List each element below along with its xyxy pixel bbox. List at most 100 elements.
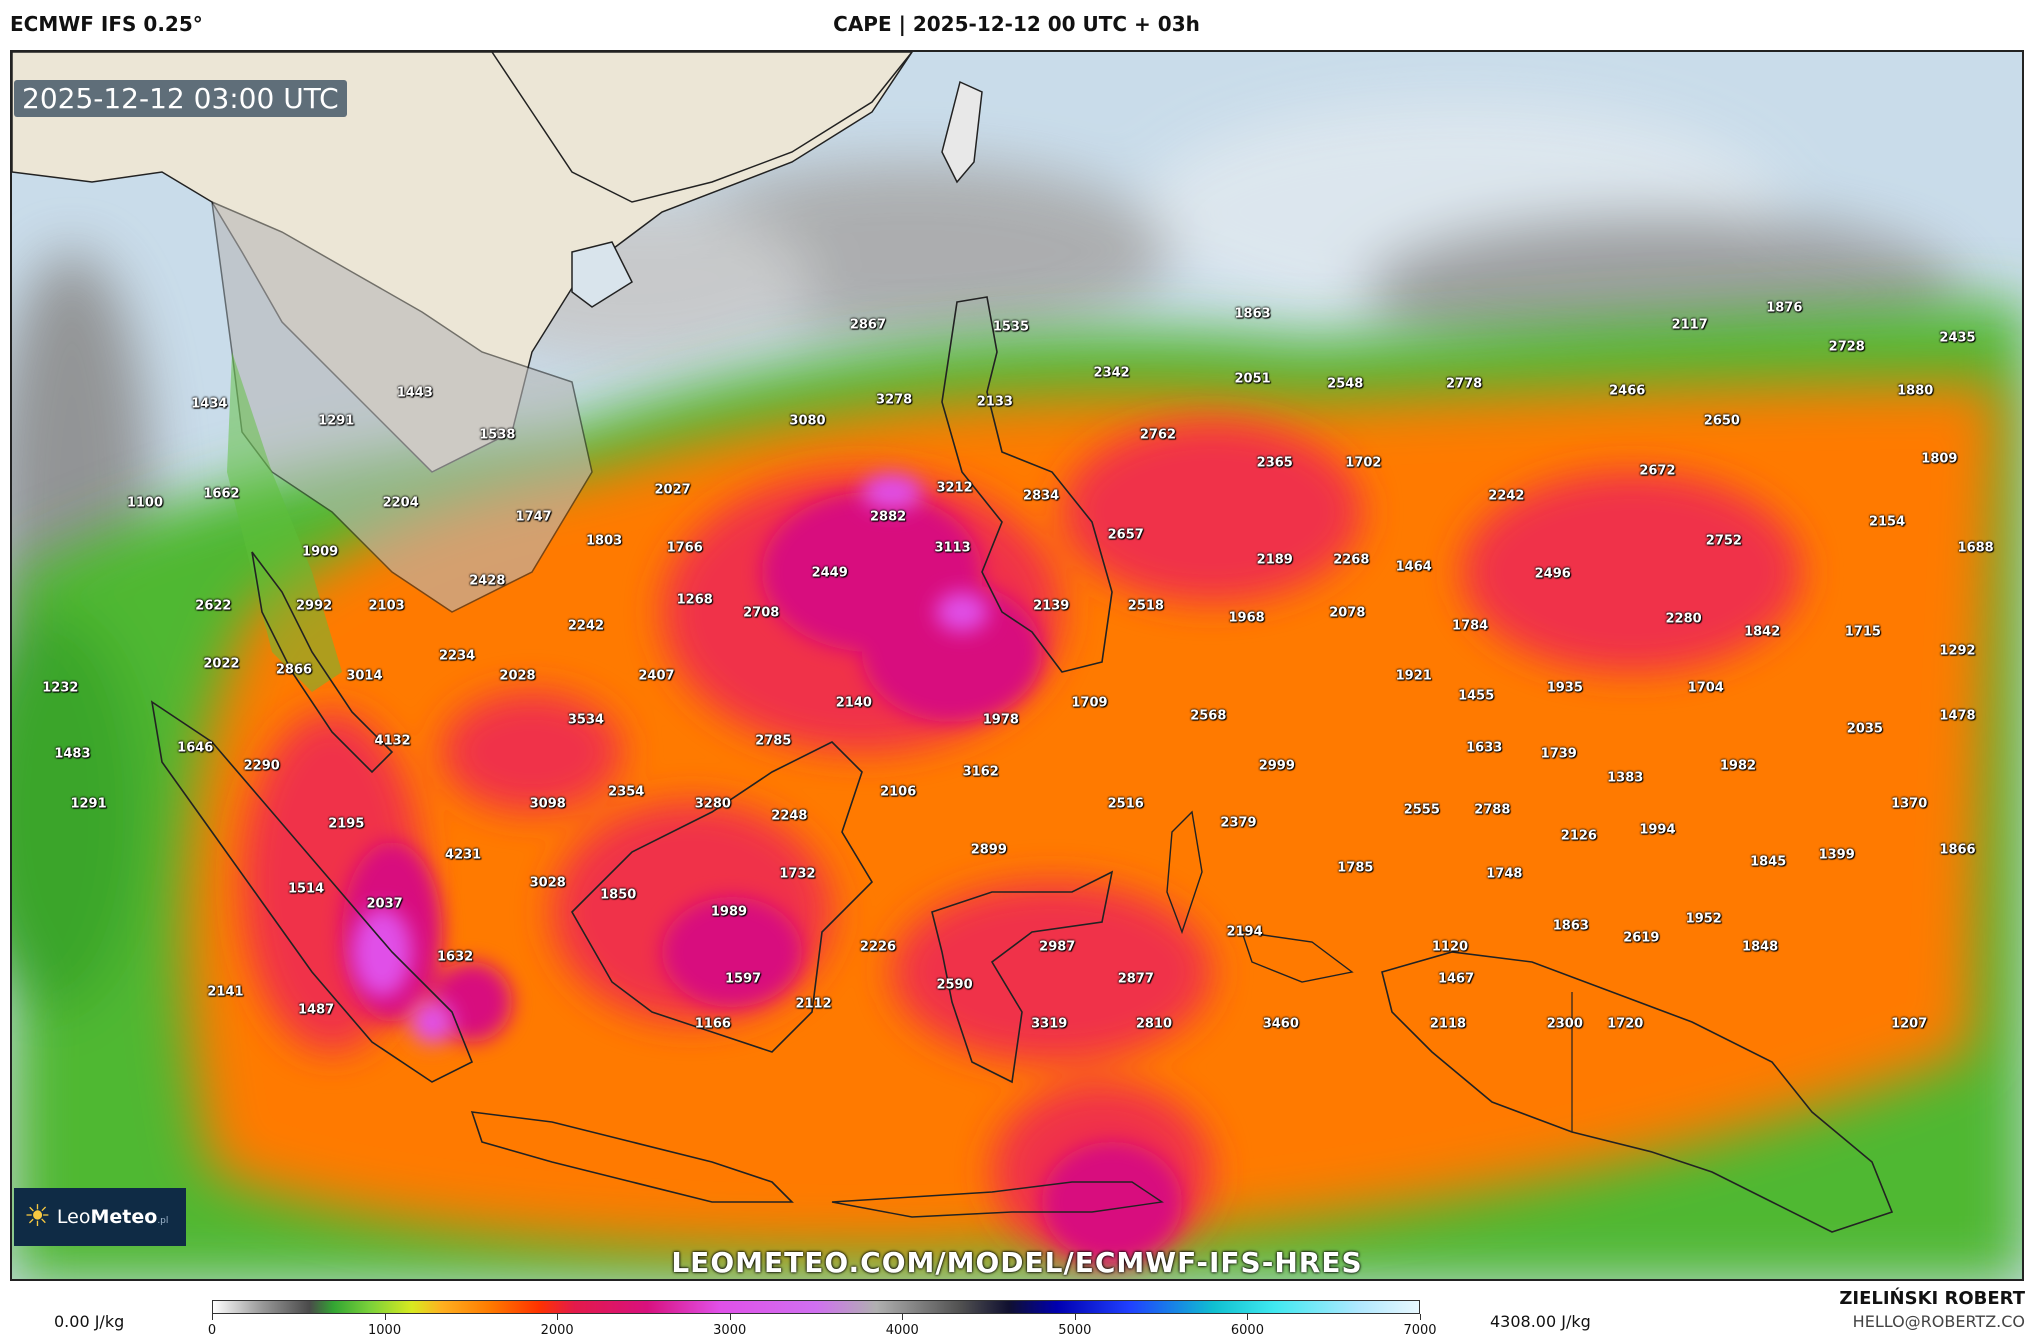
cape-value-label: 2242: [1488, 488, 1525, 504]
cape-value-label: 2379: [1220, 815, 1257, 831]
cape-value-label: 1747: [515, 509, 552, 525]
cape-value-label: 2762: [1139, 427, 1177, 443]
cape-value-label: 1399: [1818, 847, 1855, 863]
cape-value-label: 1383: [1607, 770, 1644, 786]
cape-value-label: 1535: [992, 319, 1030, 334]
leometeo-logo[interactable]: ☀ LeoMeteo.pl: [14, 1188, 186, 1246]
cape-value-label: 2987: [1039, 939, 1076, 955]
cape-value-label: 2882: [869, 509, 907, 525]
cape-value-label: 1268: [676, 592, 713, 608]
cape-value-label: 3212: [936, 480, 973, 496]
cape-value-label: 1478: [1939, 708, 1976, 723]
cape-map[interactable]: 2025-12-12 03:00 UTC 2867 1535 1863 2117 187…: [10, 50, 2024, 1281]
cape-value-label: 4231: [445, 847, 482, 863]
author-email[interactable]: HELLO@ROBERTZ.CO: [1852, 1312, 2025, 1331]
legend-tick-mark: [1247, 1314, 1249, 1320]
cape-value-label: 3278: [876, 392, 913, 408]
cape-value-label: 1538: [479, 427, 516, 443]
cape-value-label: 1952: [1685, 911, 1722, 927]
cape-value-label: 2342: [1093, 365, 1130, 381]
cape-value-label: 1291: [70, 796, 107, 812]
cape-value-label: 1803: [586, 533, 623, 549]
cape-value-label: 1514: [287, 881, 325, 897]
legend-tick-mark: [384, 1314, 386, 1320]
cape-value-label: 2106: [880, 784, 917, 800]
cape-value-label: 1968: [1228, 610, 1265, 626]
site-watermark[interactable]: LEOMETEO.COM/MODEL/ECMWF-IFS-HRES: [671, 1246, 1363, 1279]
cape-value-label: 2548: [1327, 376, 1364, 392]
cape-value-label: 2728: [1828, 339, 1865, 355]
cape-value-label: 1704: [1687, 680, 1724, 696]
cape-value-label: 1370: [1891, 796, 1928, 812]
legend-tick-label: 3000: [713, 1323, 747, 1338]
cape-value-label: 2877: [1117, 971, 1154, 987]
cape-value-label: 1880: [1897, 383, 1934, 399]
cape-value-label: 2248: [771, 808, 808, 824]
cape-value-label: 2112: [795, 996, 832, 1012]
legend-tick-label: 4000: [885, 1323, 919, 1338]
cape-value-label: 1739: [1540, 746, 1577, 762]
timestamp-badge: 2025-12-12 03:00 UTC: [14, 80, 347, 117]
legend-tick-label: 6000: [1230, 1323, 1264, 1338]
legend-tick-mark: [729, 1314, 731, 1320]
model-label: ECMWF IFS 0.25°: [10, 12, 203, 36]
cape-value-label: 3028: [529, 875, 566, 891]
cape-value-label: 2810: [1135, 1016, 1173, 1032]
cape-value-label: 3280: [694, 796, 731, 812]
cape-value-label: 1632: [436, 949, 474, 965]
cape-value-label: 1292: [1939, 643, 1976, 659]
cape-value-label: 2407: [638, 668, 675, 684]
cape-value-label: 1120: [1431, 939, 1469, 955]
cape-value-label: 2788: [1474, 802, 1511, 818]
cape-value-label: 2226: [859, 939, 897, 955]
cape-value-label: 1633: [1466, 740, 1503, 755]
cape-value-label: 1455: [1458, 688, 1495, 704]
cape-value-label: 1935: [1546, 680, 1583, 696]
cape-value-label: 1464: [1395, 559, 1432, 575]
cape-value-label: 1207: [1891, 1016, 1928, 1032]
cape-value-label: 1994: [1639, 822, 1676, 838]
legend-max-label: 4308.00 J/kg: [1490, 1312, 1591, 1331]
cape-value-label: 2992: [296, 598, 333, 614]
cape-value-label: 1766: [666, 540, 703, 556]
cape-value-label: 2139: [1033, 598, 1070, 614]
legend-tick-label: 2000: [540, 1323, 574, 1338]
cape-value-label: 1848: [1742, 939, 1779, 955]
cape-value-label: 3113: [934, 540, 971, 556]
cape-value-label: 2126: [1560, 828, 1597, 844]
cape-value-label: 2189: [1256, 552, 1293, 568]
cape-value-label: 2619: [1623, 930, 1660, 946]
cape-value-label: 1646: [177, 740, 214, 755]
cape-value-label: 2195: [328, 816, 365, 832]
cape-value-label: 2466: [1609, 383, 1646, 399]
cape-value-label: 2449: [811, 565, 848, 581]
cape-value-label: 3080: [789, 413, 826, 429]
cape-value-label: 2708: [743, 605, 780, 621]
sun-icon: ☀: [24, 1199, 51, 1234]
cape-value-label: 2027: [654, 482, 691, 498]
cape-value-label: 1748: [1486, 866, 1523, 882]
cape-value-label: 1709: [1071, 695, 1108, 711]
cape-value-label: 1232: [42, 680, 79, 696]
cape-value-label: 2103: [368, 598, 405, 614]
cape-value-label: 1434: [191, 396, 228, 412]
cape-value-label: 2154: [1868, 514, 1906, 530]
cape-value-label: 1866: [1939, 842, 1976, 858]
cape-value-label: 2650: [1703, 413, 1740, 429]
cape-value-label: 1921: [1395, 668, 1432, 684]
cape-value-label: 2778: [1446, 376, 1483, 392]
cape-value-label: 2022: [203, 656, 240, 672]
cape-value-label: 2365: [1256, 455, 1293, 471]
cape-value-label: 2516: [1107, 796, 1144, 812]
cape-value-label: 2999: [1258, 758, 1295, 774]
cape-value-label: 2204: [382, 495, 419, 511]
cape-value-label: 1715: [1844, 624, 1881, 640]
cape-value-label: 1850: [600, 887, 637, 903]
cape-value-label: 1845: [1750, 854, 1787, 870]
cape-value-label: 2035: [1846, 721, 1883, 737]
cape-value-label: 1443: [396, 385, 433, 401]
cape-value-label: 2568: [1190, 708, 1227, 723]
cape-value-label: 2435: [1939, 330, 1976, 346]
cape-value-label: 1662: [203, 486, 240, 502]
cape-value-label: 2141: [207, 984, 244, 1000]
